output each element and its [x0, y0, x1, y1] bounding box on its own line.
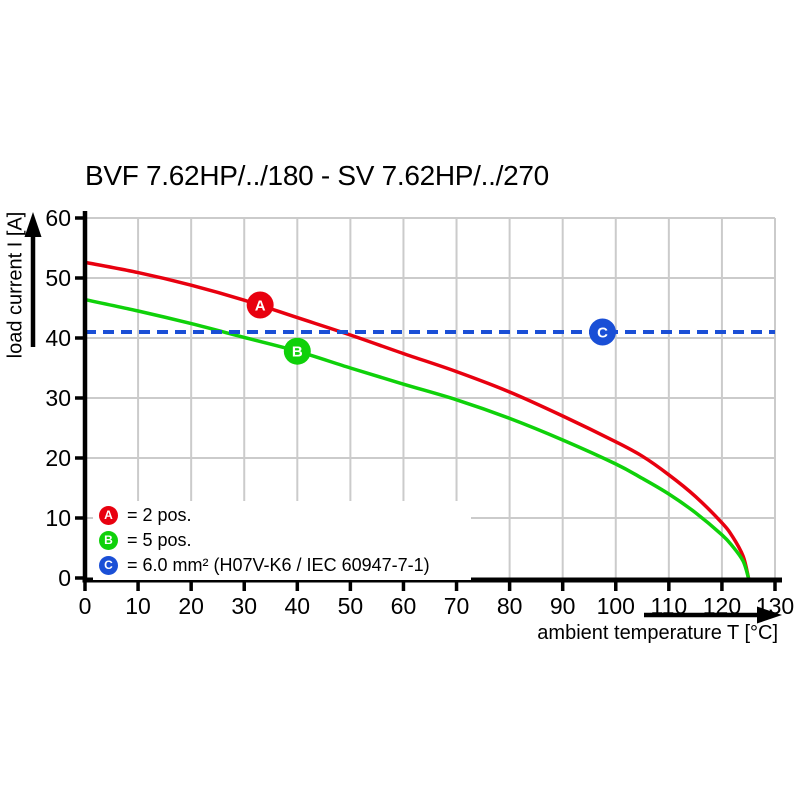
- marker-c-icon: [589, 318, 616, 346]
- x-tick-label: 80: [497, 593, 523, 619]
- curve-a: [83, 260, 751, 580]
- y-axis-arrow-icon: [24, 212, 42, 237]
- y-tick-label: 10: [45, 505, 71, 531]
- marker-a-letter: A: [255, 298, 266, 315]
- y-tick-label: 60: [45, 205, 71, 231]
- marker-b-icon: [283, 337, 311, 365]
- x-tick-label: 60: [391, 593, 417, 619]
- y-tick-label: 20: [45, 445, 71, 471]
- legend-item-b: B = 5 pos.: [99, 528, 471, 553]
- legend-item-a: A = 2 pos.: [99, 503, 471, 528]
- marker-c-letter: C: [597, 325, 608, 342]
- x-tick-label: 20: [178, 593, 204, 619]
- y-tick-label: 30: [45, 385, 71, 411]
- marker-a-icon: [246, 291, 274, 319]
- marker-b-letter: B: [292, 344, 303, 361]
- x-tick-label: 90: [550, 593, 576, 619]
- x-tick-label: 30: [231, 593, 257, 619]
- legend-marker-a-icon: A: [99, 506, 118, 525]
- x-axis-arrow-icon: [757, 606, 782, 624]
- legend-label-b: = 5 pos.: [127, 530, 192, 550]
- curve-b: [83, 297, 751, 580]
- legend: A = 2 pos. B = 5 pos. C = 6.0 mm² (H07V-…: [93, 501, 471, 580]
- legend-label-c: = 6.0 mm² (H07V-K6 / IEC 60947-7-1): [127, 555, 430, 575]
- x-tick-label: 50: [338, 593, 364, 619]
- legend-marker-b-icon: B: [99, 531, 118, 550]
- legend-marker-c-icon: C: [99, 556, 118, 575]
- x-tick-label: 100: [597, 593, 635, 619]
- x-tick-label: 0: [79, 593, 92, 619]
- x-tick-label: 70: [444, 593, 470, 619]
- y-tick-label: 50: [45, 265, 71, 291]
- x-axis-label: ambient temperature T [°C]: [537, 622, 778, 644]
- y-axis-label: load current I [A]: [4, 211, 27, 359]
- y-tick-label: 40: [45, 325, 71, 351]
- legend-label-a: = 2 pos.: [127, 505, 192, 525]
- chart-title: BVF 7.62HP/../180 - SV 7.62HP/../270: [85, 160, 549, 191]
- x-tick-label: 40: [285, 593, 311, 619]
- y-tick-label: 0: [58, 565, 71, 591]
- legend-item-c: C = 6.0 mm² (H07V-K6 / IEC 60947-7-1): [99, 553, 471, 578]
- x-tick-label: 10: [125, 593, 151, 619]
